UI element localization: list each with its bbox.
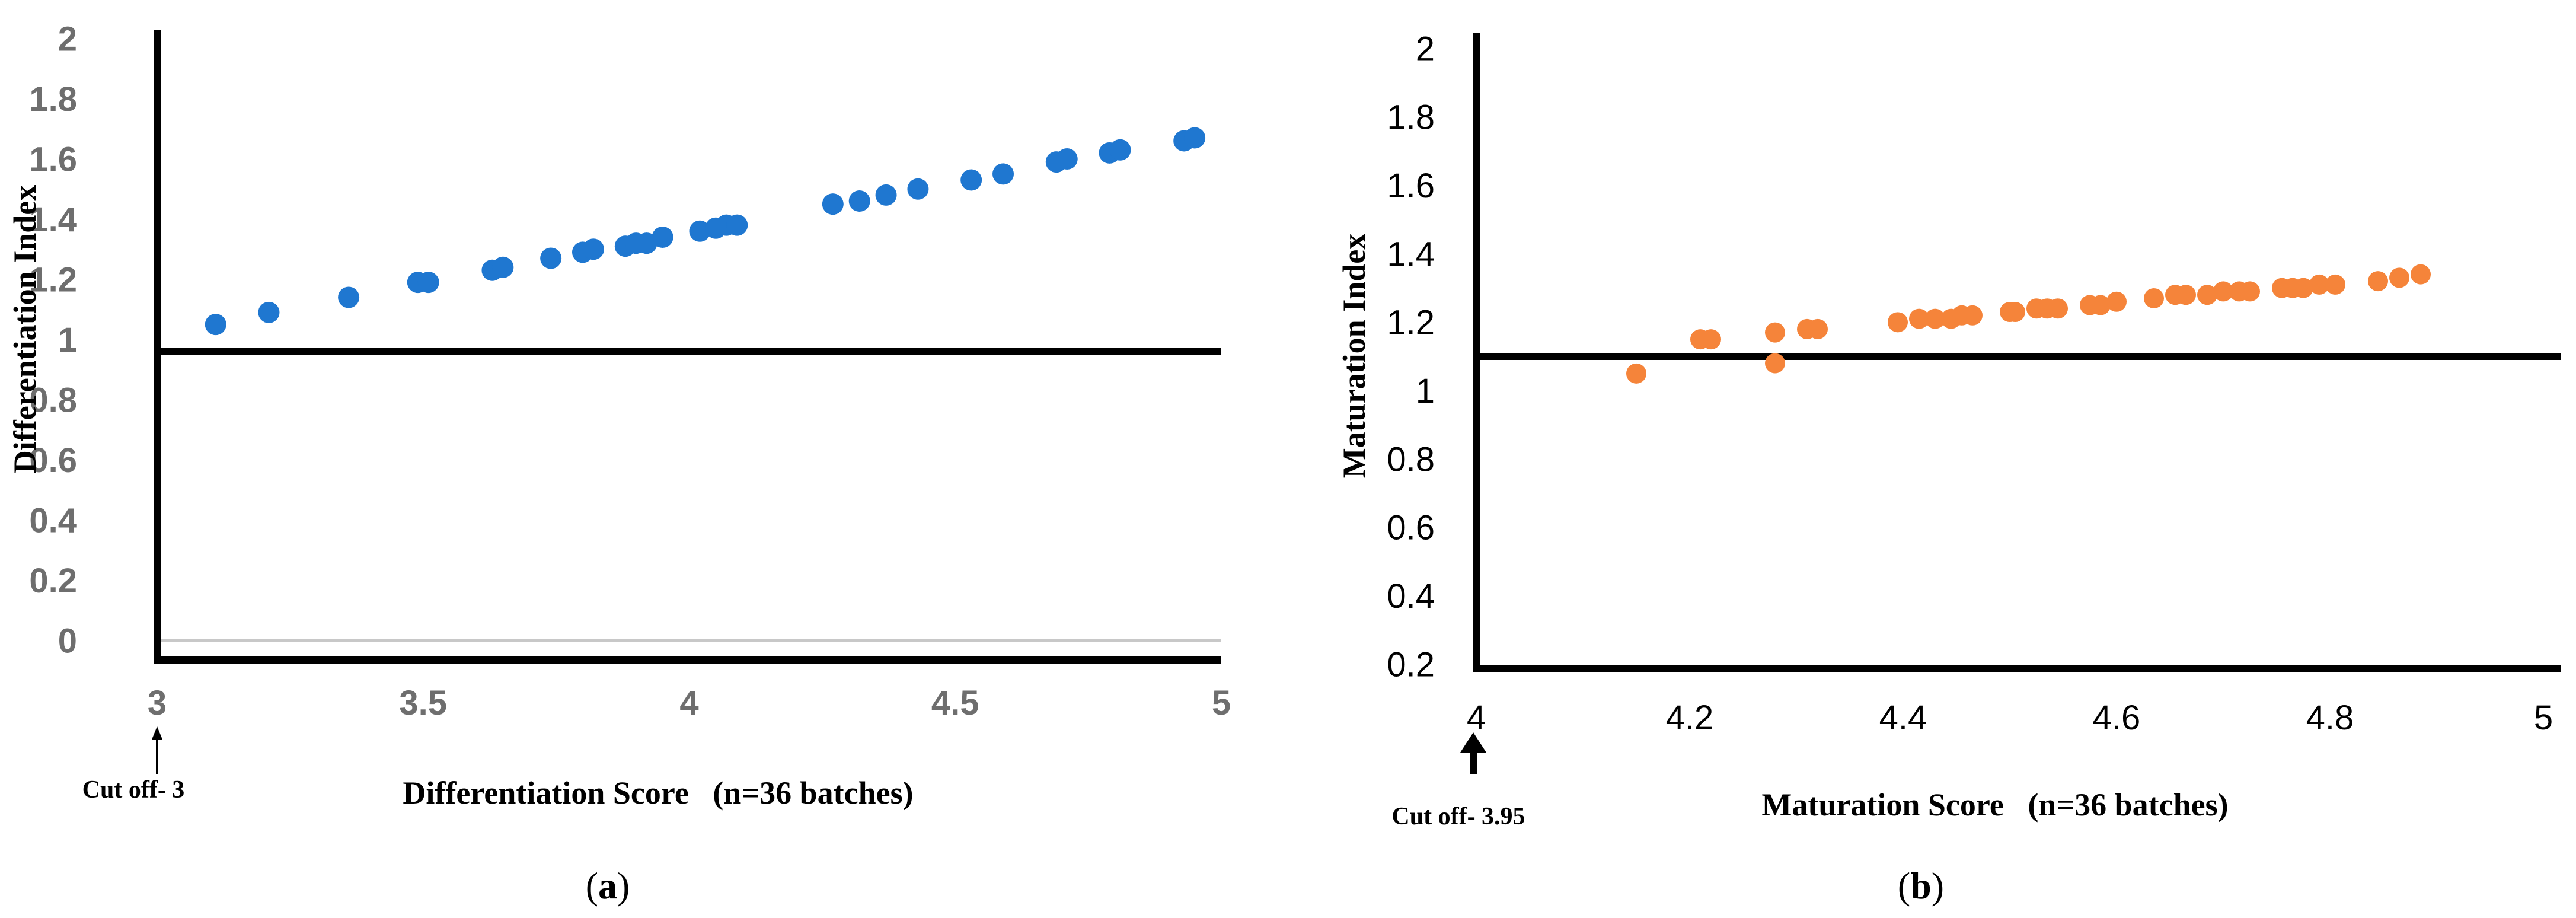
data-point [848,190,870,212]
x-tick-label: 4 [1467,699,1486,737]
x-tick-label: 4.6 [2093,699,2141,737]
x-tick-label: 5 [1212,684,1231,722]
panel-label-open: ( [1898,865,1910,907]
data-point [1765,322,1785,343]
y-tick-label: 1 [1416,372,1435,410]
panel-label-letter: b [1910,865,1932,907]
y-tick-label: 2 [1416,30,1435,68]
y-tick-label: 1.2 [1387,304,1435,342]
cutoff-arrow-head [152,726,162,740]
x-tick-label: 4.2 [1666,699,1714,737]
data-point [338,286,360,308]
data-point [907,178,929,200]
y-tick-label: 0.2 [1387,645,1435,684]
data-point [822,193,844,215]
y-tick-label: 1.4 [1387,235,1435,273]
y-tick-label: 0.4 [1387,577,1435,616]
data-point [1909,308,1929,329]
x-axis-title: Maturation Score (n=36 batches) [1761,787,2228,823]
data-point [2005,302,2025,323]
panel-label-open: ( [586,865,598,907]
x-tick-label: 4.8 [2306,699,2354,737]
data-point [2411,264,2431,285]
data-point [205,314,226,336]
y-tick-label: 0.4 [29,501,77,540]
data-point [1109,139,1131,161]
y-axis-title: Differentiation Index [7,185,43,473]
cutoff-label: Cut off- 3.95 [1391,803,1525,830]
data-point [1056,148,1078,170]
y-tick-label: 2 [58,20,77,58]
data-point [2368,271,2388,292]
panel-label-close: ) [1932,865,1944,907]
data-point [652,226,673,248]
panel-label: (b) [1898,865,1944,907]
data-point [2213,281,2233,302]
data-point [1808,318,1828,339]
y-tick-label: 0 [58,621,77,660]
y-tick-label: 1.8 [1387,98,1435,137]
y-tick-label: 0.8 [1387,440,1435,479]
data-point [2293,278,2313,298]
x-tick-label: 3.5 [399,684,447,722]
data-point [2048,298,2068,319]
data-point [2106,291,2127,312]
x-axis-title: Differentiation Score (n=36 batches) [403,775,913,811]
data-point [1888,312,1908,333]
x-tick-label: 3 [148,684,167,722]
data-point [875,184,897,206]
data-point [726,214,748,236]
x-tick-label: 4.4 [1879,699,1927,737]
data-point [1925,308,1945,329]
chart-panel-b: 0.2 0.4 0.6 0.8 1 1.2 1.4 1.6 1.8 2 4 4.2 4.4 4.6 4.8 5… [1336,30,2561,907]
data-point [492,256,514,278]
data-point [2325,274,2345,295]
y-tick-label: 1.6 [29,140,77,179]
data-point [258,301,280,323]
y-tick-label: 0.6 [29,441,77,480]
x-tick-label: 5 [2534,699,2553,737]
data-point [540,247,562,269]
data-point [2389,267,2409,288]
y-tick-label: 1.2 [29,260,77,299]
data-point [1765,353,1785,374]
data-point [2240,281,2260,302]
data-point [2176,285,2196,305]
data-point [2309,274,2329,295]
y-tick-label: 1.4 [29,200,77,239]
data-point [2090,295,2111,315]
x-tick-label: 4 [679,684,698,722]
y-tick-label: 0.2 [29,562,77,600]
chart-panel-a: 0 0.2 0.4 0.6 0.8 1 1.2 1.4 1.6 1.8 2 3 3.5 4 4.5 5 Diff… [7,20,1231,907]
y-axis-title: Maturation Index [1336,234,1372,479]
data-point [1962,305,1983,326]
y-tick-label: 1.8 [29,80,77,119]
data-point [689,220,711,242]
y-tick-label: 1.6 [1387,167,1435,205]
panel-label-letter: a [598,865,617,907]
cutoff-label: Cut off- 3 [82,776,185,804]
y-tick-label: 0.8 [29,381,77,419]
y-tick-label: 1 [58,321,77,359]
data-point [417,272,439,294]
y-tick-label: 0.6 [1387,509,1435,547]
data-point [960,169,982,191]
data-point [1701,329,1721,350]
data-point [2197,285,2217,305]
data-point [1184,127,1206,149]
data-point [582,238,604,260]
panel-label: (a) [586,865,630,907]
data-point [1626,363,1646,384]
data-point [2144,288,2164,308]
x-tick-label: 4.5 [931,684,979,722]
data-point [992,163,1014,185]
panel-label-close: ) [617,865,630,907]
cutoff-arrow-head [1460,732,1486,753]
